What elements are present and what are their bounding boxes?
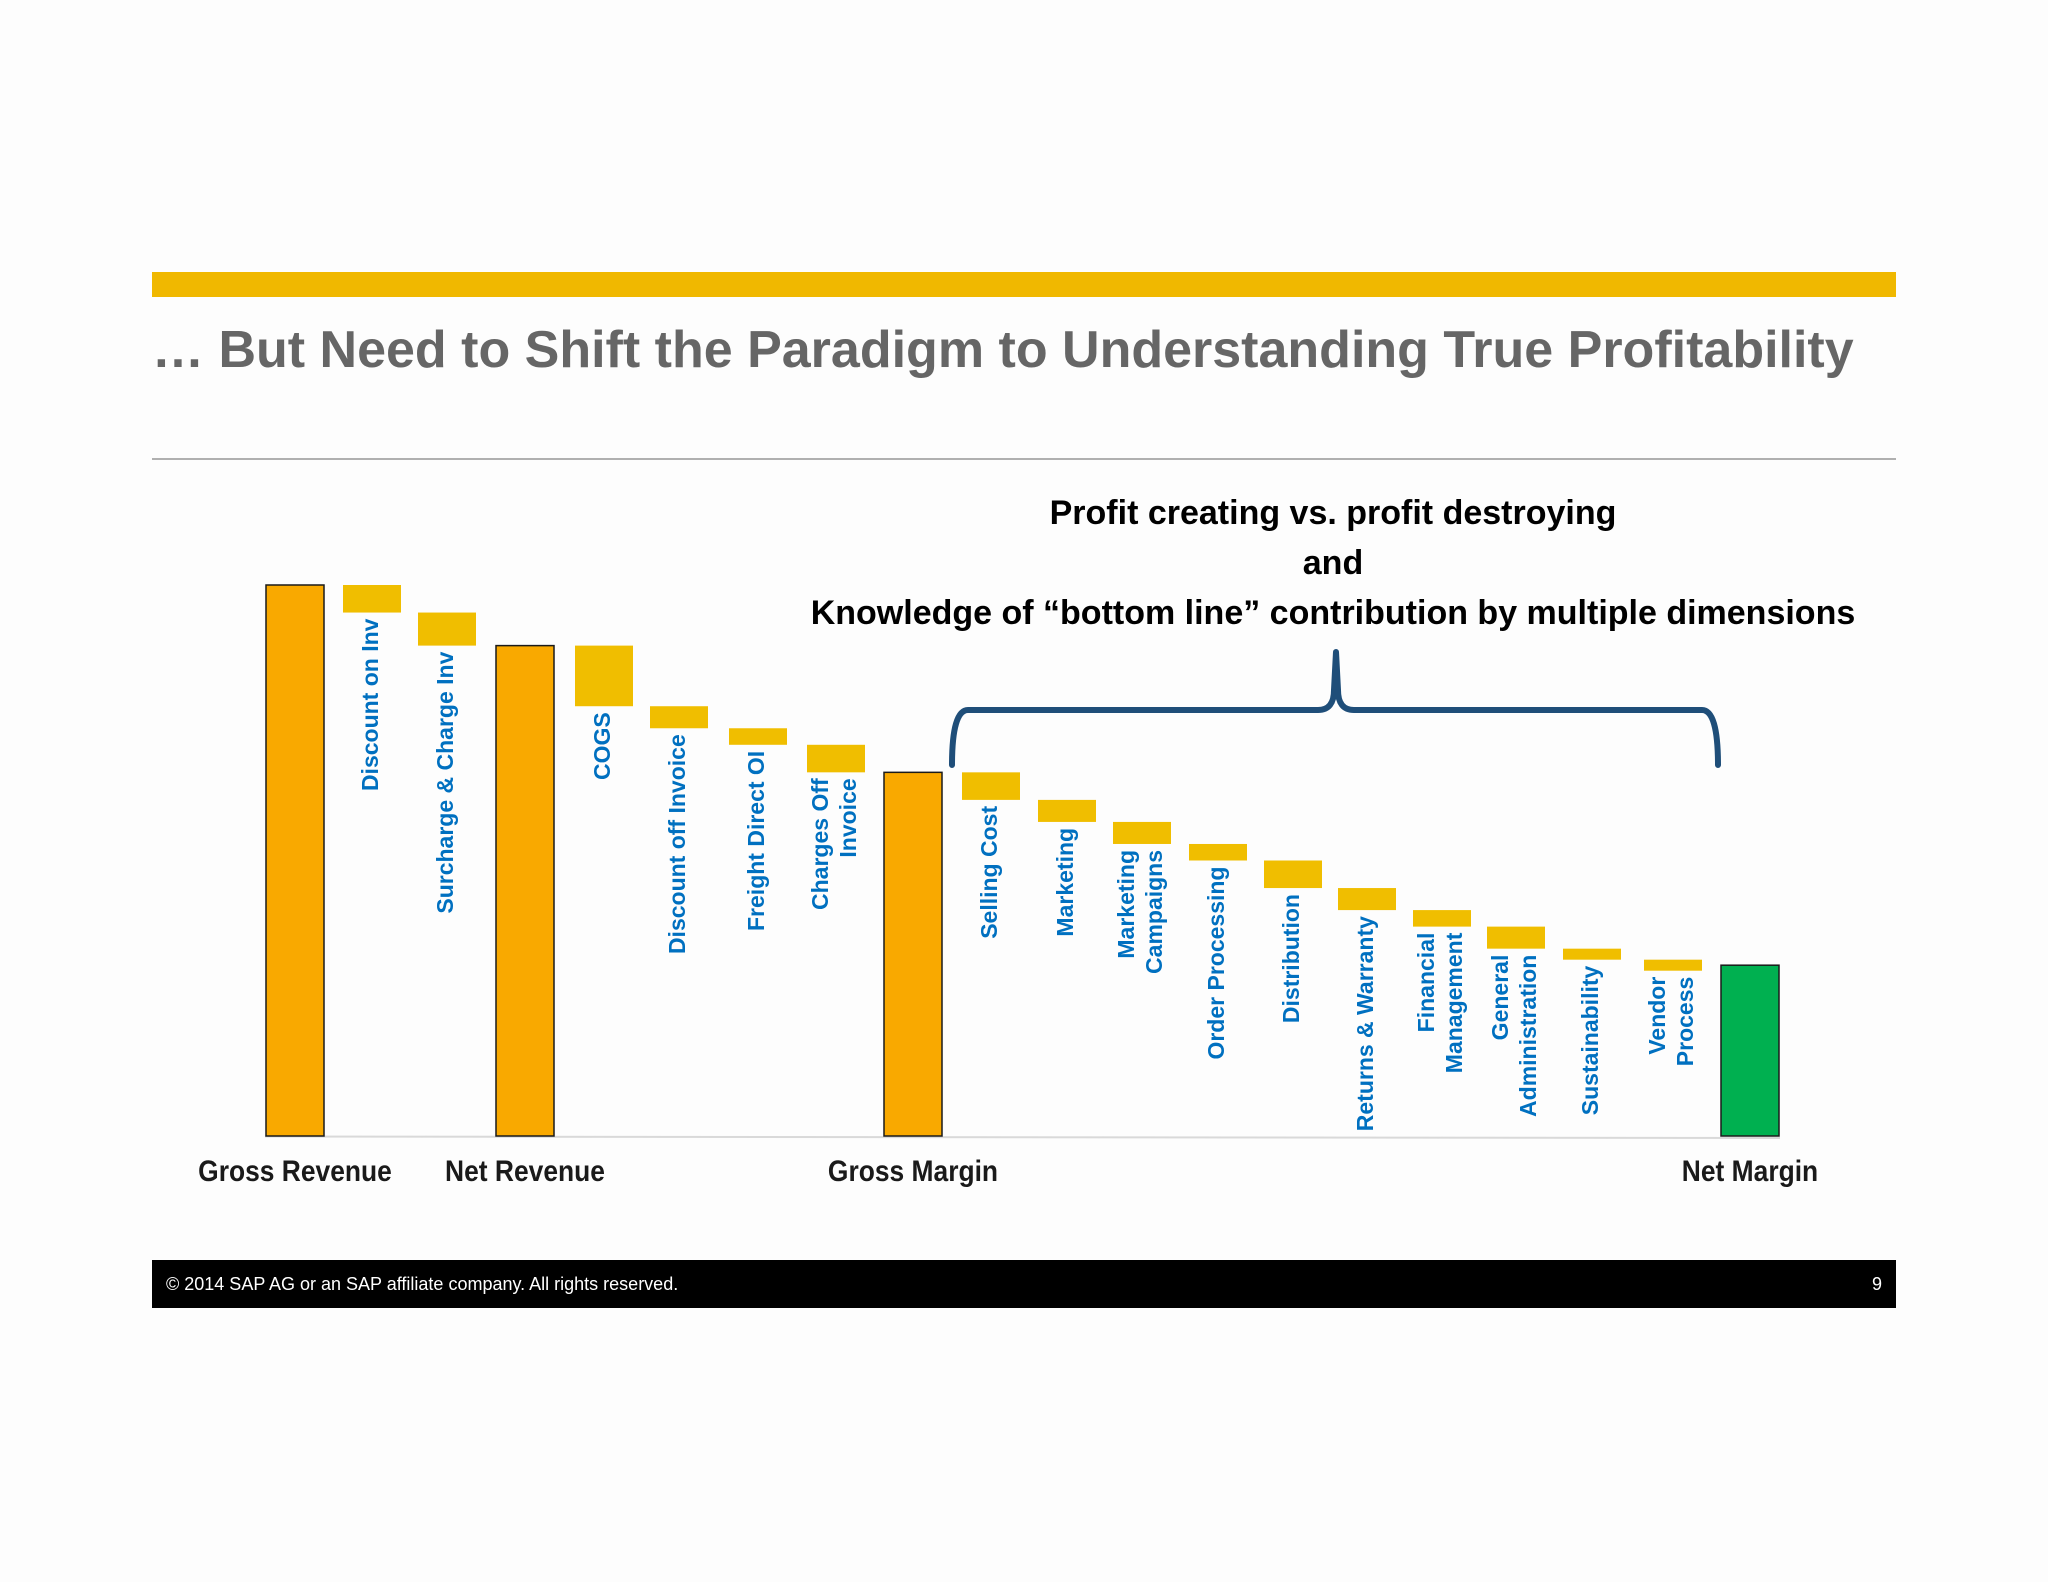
label-cogs: COGS — [589, 712, 615, 780]
bar-gross-revenue — [265, 584, 325, 1137]
axis-label-gross-revenue: Gross Revenue — [198, 1153, 392, 1187]
bar-marketing — [1038, 799, 1096, 822]
page-number: 9 — [1871, 1274, 1882, 1294]
accent-bar — [152, 272, 1896, 297]
label-general-administration: GeneralAdministration — [1487, 955, 1541, 1117]
label-financial-management: FinancialManagement — [1413, 932, 1467, 1073]
label-vendor-process: VendorProcess — [1644, 977, 1698, 1067]
bar-distribution — [1264, 860, 1322, 889]
label-marketing-campaigns: MarketingCampaigns — [1113, 850, 1167, 974]
axis-label-net-margin: Net Margin — [1682, 1153, 1818, 1187]
label-discount-off-invoice: Discount off Invoice — [664, 734, 690, 954]
bar-returns-warranty — [1338, 888, 1396, 911]
bar-cogs — [575, 645, 633, 707]
copyright-text: © 2014 SAP AG or an SAP affiliate compan… — [166, 1274, 679, 1294]
footer-bar: © 2014 SAP AG or an SAP affiliate compan… — [152, 1260, 1896, 1308]
annotation-line-2: and — [1303, 544, 1363, 582]
bar-discount-off-invoice — [650, 706, 708, 729]
bar-charges-off-invoice — [807, 744, 865, 773]
label-returns-warranty: Returns & Warranty — [1352, 916, 1378, 1131]
bar-freight-direct-oi — [729, 728, 787, 745]
label-selling-cost: Selling Cost — [976, 806, 1002, 939]
bar-surcharge-charge-inv — [418, 612, 476, 646]
bar-general-administration — [1487, 926, 1545, 949]
label-discount-on-inv: Discount on Inv — [357, 618, 383, 791]
label-order-processing: Order Processing — [1203, 867, 1229, 1060]
annotation-line-1: Profit creating vs. profit destroying — [1050, 494, 1617, 532]
label-distribution: Distribution — [1278, 894, 1304, 1023]
x-axis-baseline — [264, 1135, 1781, 1139]
bar-vendor-process — [1644, 959, 1702, 971]
axis-label-net-revenue: Net Revenue — [445, 1153, 605, 1187]
bracket-brace — [949, 649, 1721, 768]
bar-net-revenue — [495, 644, 555, 1137]
label-charges-off-invoice: Charges OffInvoice — [807, 778, 861, 910]
page-title: … But Need to Shift the Paradigm to Unde… — [152, 321, 1854, 379]
bar-order-processing — [1189, 843, 1247, 861]
bar-marketing-campaigns — [1113, 821, 1171, 844]
axis-label-gross-margin: Gross Margin — [828, 1153, 998, 1187]
bar-discount-on-inv — [343, 585, 401, 613]
bar-gross-margin — [883, 771, 943, 1137]
title-divider — [152, 458, 1896, 460]
annotation-line-3: Knowledge of “bottom line” contribution … — [811, 594, 1856, 632]
bar-sustainability — [1563, 948, 1621, 960]
label-sustainability: Sustainability — [1577, 965, 1603, 1115]
bar-selling-cost — [962, 772, 1020, 800]
label-surcharge-charge-inv: Surcharge & Charge Inv — [432, 651, 458, 913]
label-marketing: Marketing — [1052, 828, 1078, 937]
bar-financial-management — [1413, 910, 1471, 927]
label-freight-direct-oi: Freight Direct OI — [743, 751, 769, 931]
bar-net-margin — [1720, 964, 1780, 1137]
